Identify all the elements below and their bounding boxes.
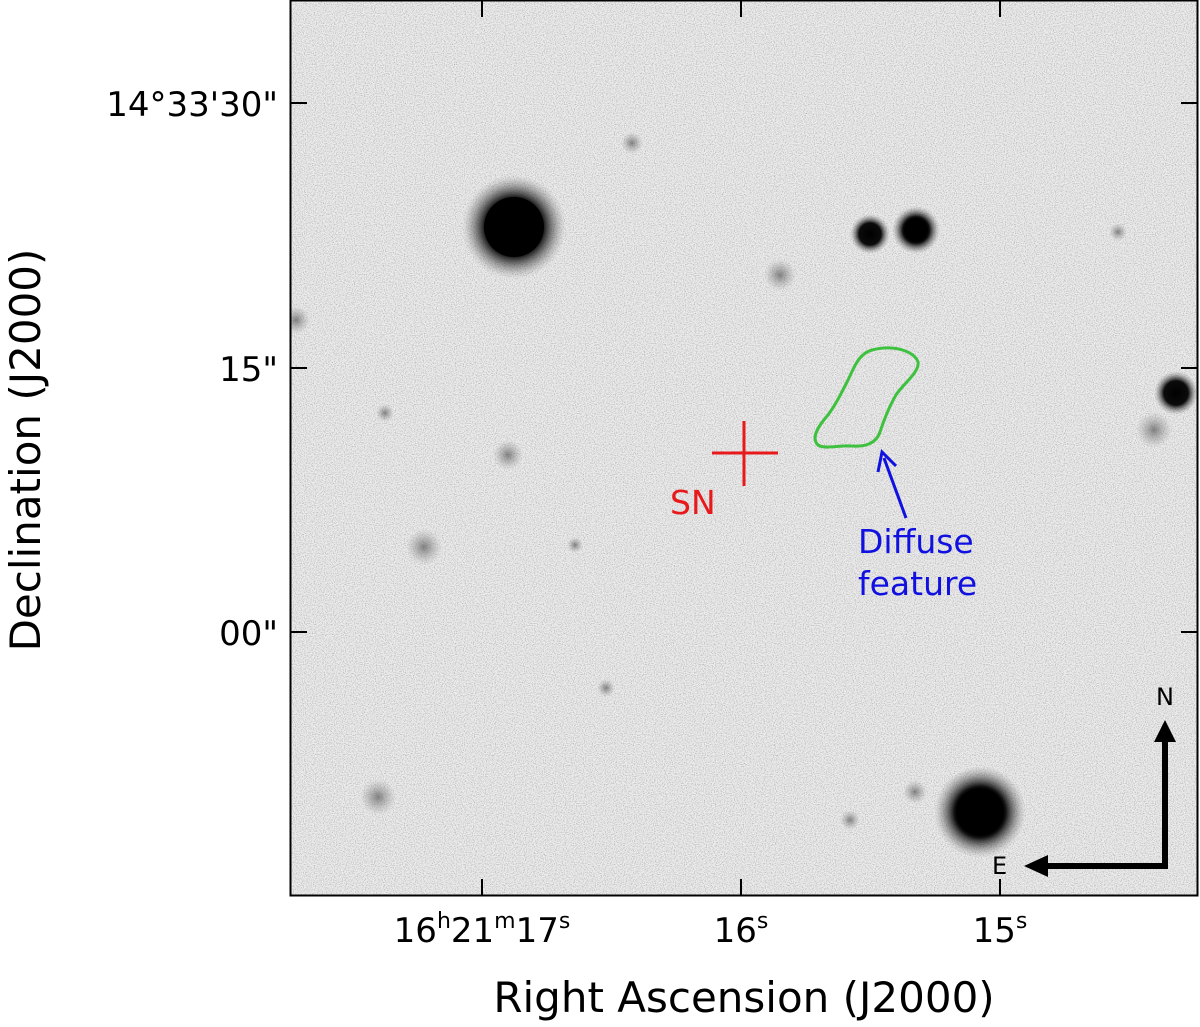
x-axis-title: Right Ascension (J2000) <box>493 973 994 1022</box>
sn-label: SN <box>670 483 716 522</box>
y-tick-label: 15" <box>219 350 278 390</box>
diffuse-arrow <box>876 448 908 519</box>
plot-frame <box>289 0 1199 897</box>
y-axis-title: Declination (J2000) <box>1 249 50 652</box>
diffuse-feature-contour <box>813 346 920 449</box>
compass-north-label: N <box>1156 683 1174 711</box>
axis-ticks <box>291 1 1197 895</box>
x-tick-label: 15s <box>973 909 1028 951</box>
x-tick-label: 16s <box>714 909 769 951</box>
compass-east-label: E <box>992 852 1007 880</box>
y-tick-label: 00" <box>219 614 278 654</box>
double-star-left <box>850 214 890 254</box>
y-tick-label: 14°33'30" <box>106 85 278 125</box>
compass <box>1024 720 1176 877</box>
sn-marker <box>712 421 778 486</box>
x-tick-label: 16h21m17s <box>394 909 571 951</box>
diffuse-label-line1: Diffuse <box>858 522 974 561</box>
star-right-edge <box>1154 371 1198 415</box>
diffuse-label-line2: feature <box>858 564 977 603</box>
sky-image <box>290 0 1198 896</box>
